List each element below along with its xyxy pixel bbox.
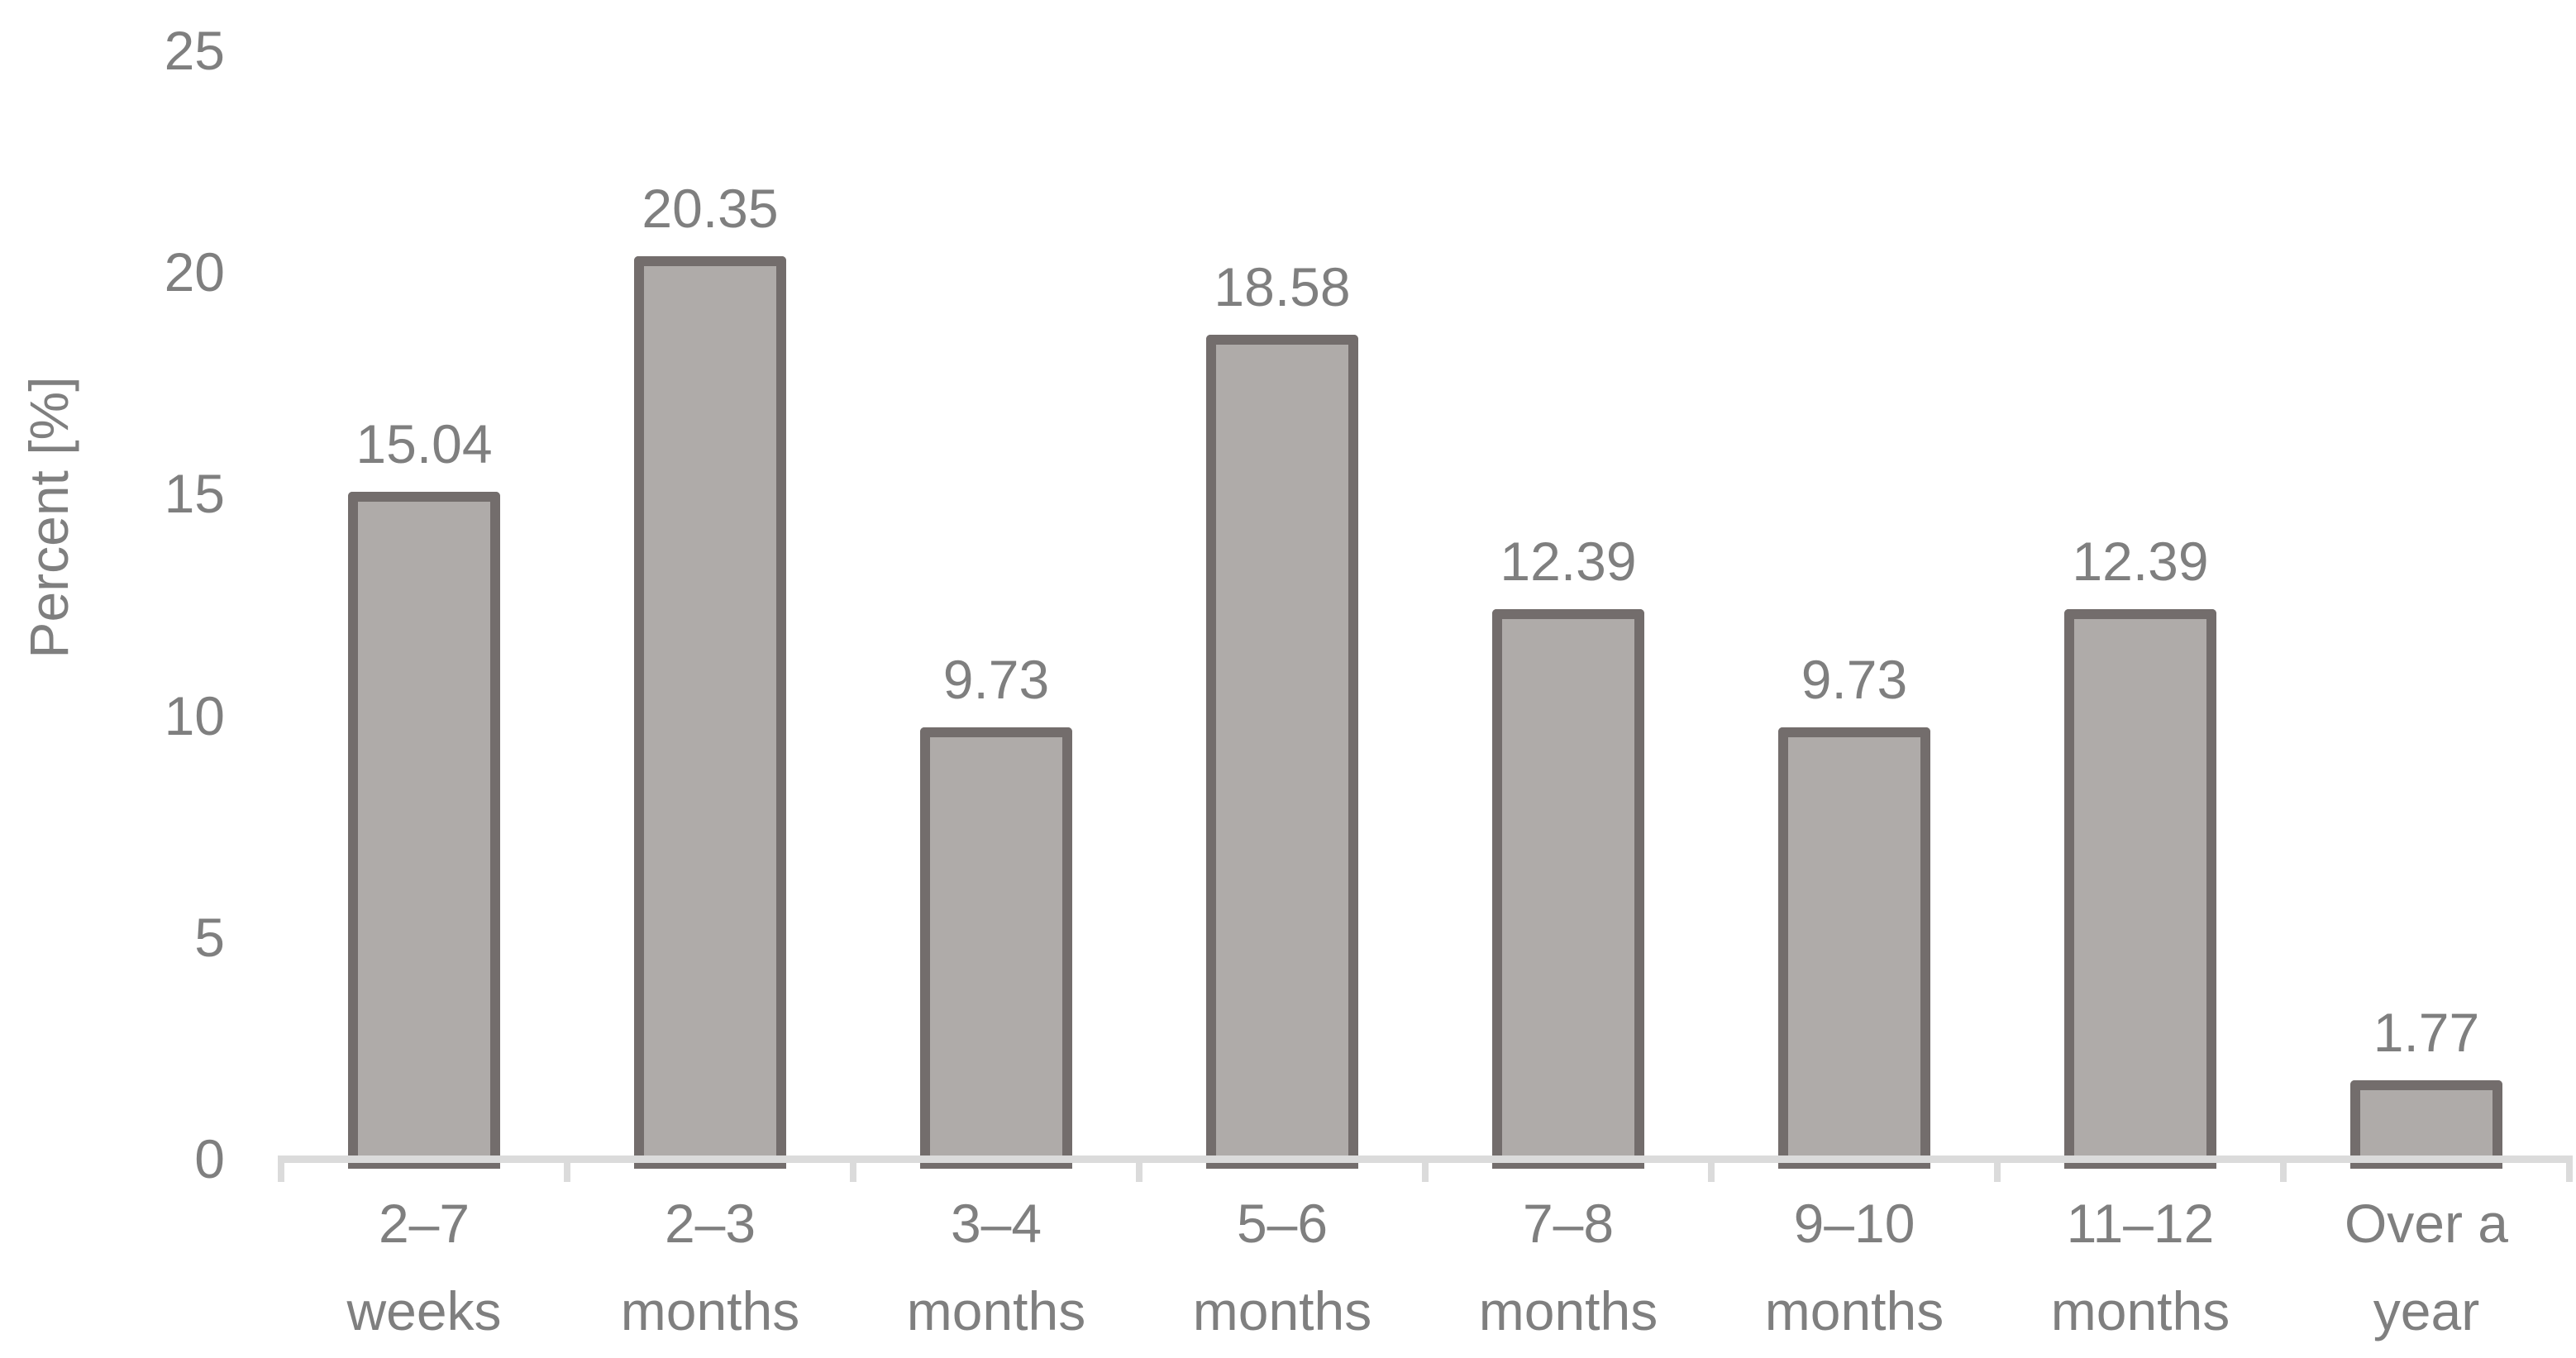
bar [1492, 609, 1644, 1163]
x-tick-mark [850, 1155, 856, 1182]
bar-value-label: 20.35 [642, 178, 779, 240]
x-tick-mark [1994, 1155, 2001, 1182]
bar-value-label: 12.39 [1500, 531, 1637, 593]
x-tick-label-line: months [1192, 1280, 1372, 1341]
x-tick-label-line: months [1764, 1280, 1944, 1341]
x-tick-label: 11–12 months [1997, 1179, 2283, 1355]
x-tick-mark [1422, 1155, 1429, 1182]
x-tick-label: 7–8 months [1425, 1179, 1711, 1355]
x-tick-mark [2566, 1155, 2573, 1182]
x-tick-label: Over a year [2283, 1179, 2569, 1355]
bar-value-label: 15.04 [355, 413, 493, 475]
y-tick-label: 15 [164, 463, 225, 525]
x-tick-label-line: Over a [2344, 1193, 2509, 1254]
bar-base-strip [1492, 1163, 1644, 1169]
x-tick-label-line: 5–6 [1236, 1193, 1329, 1254]
bar-value-label: 18.58 [1214, 256, 1351, 318]
bar [634, 256, 786, 1163]
x-tick-label-line: 2–3 [664, 1193, 756, 1254]
x-tick-label-line: months [620, 1280, 800, 1341]
x-tick-label: 2–7 weeks [281, 1179, 567, 1355]
bar-value-label: 9.73 [1801, 649, 1908, 711]
x-tick-label-line: 9–10 [1793, 1193, 1915, 1254]
x-tick-label-line: months [1478, 1280, 1658, 1341]
y-tick-label: 5 [194, 906, 225, 968]
bar [1778, 727, 1930, 1163]
x-tick-label-line: months [906, 1280, 1086, 1341]
x-tick-label-line: 2–7 [378, 1193, 470, 1254]
bar [2064, 609, 2216, 1163]
bar-value-label: 9.73 [942, 649, 1050, 711]
x-tick-label: 5–6 months [1139, 1179, 1425, 1355]
bar-base-strip [634, 1163, 786, 1169]
bar-base-strip [2350, 1163, 2502, 1169]
bar [1206, 335, 1358, 1163]
x-tick-label: 3–4 months [853, 1179, 1139, 1355]
y-tick-label: 25 [164, 20, 225, 81]
x-tick-label-line: 7–8 [1522, 1193, 1615, 1254]
bar-base-strip [1206, 1163, 1358, 1169]
bar-base-strip [920, 1163, 1072, 1169]
bar-base-strip [2064, 1163, 2216, 1169]
y-tick-label: 10 [164, 684, 225, 746]
bar [2350, 1080, 2502, 1163]
x-tick-mark [2280, 1155, 2287, 1182]
x-tick-label-line: 3–4 [950, 1193, 1042, 1254]
x-tick-mark [278, 1155, 284, 1182]
x-tick-label-line: weeks [346, 1280, 502, 1341]
x-tick-label-line: year [2373, 1280, 2480, 1341]
bar-value-label: 12.39 [2072, 531, 2209, 593]
bar [348, 492, 500, 1163]
x-tick-label: 2–3 months [567, 1179, 853, 1355]
x-tick-label-line: months [2050, 1280, 2230, 1341]
y-tick-label: 0 [194, 1128, 225, 1189]
x-tick-mark [1136, 1155, 1143, 1182]
bar [920, 727, 1072, 1163]
bar-value-label: 1.77 [2373, 1002, 2480, 1064]
x-tick-label: 9–10 months [1711, 1179, 1997, 1355]
bar-base-strip [348, 1163, 500, 1169]
x-tick-mark [1708, 1155, 1715, 1182]
bar-base-strip [1778, 1163, 1930, 1169]
x-tick-mark [564, 1155, 570, 1182]
x-tick-label-line: 11–12 [2066, 1193, 2215, 1254]
y-tick-label: 20 [164, 241, 225, 303]
